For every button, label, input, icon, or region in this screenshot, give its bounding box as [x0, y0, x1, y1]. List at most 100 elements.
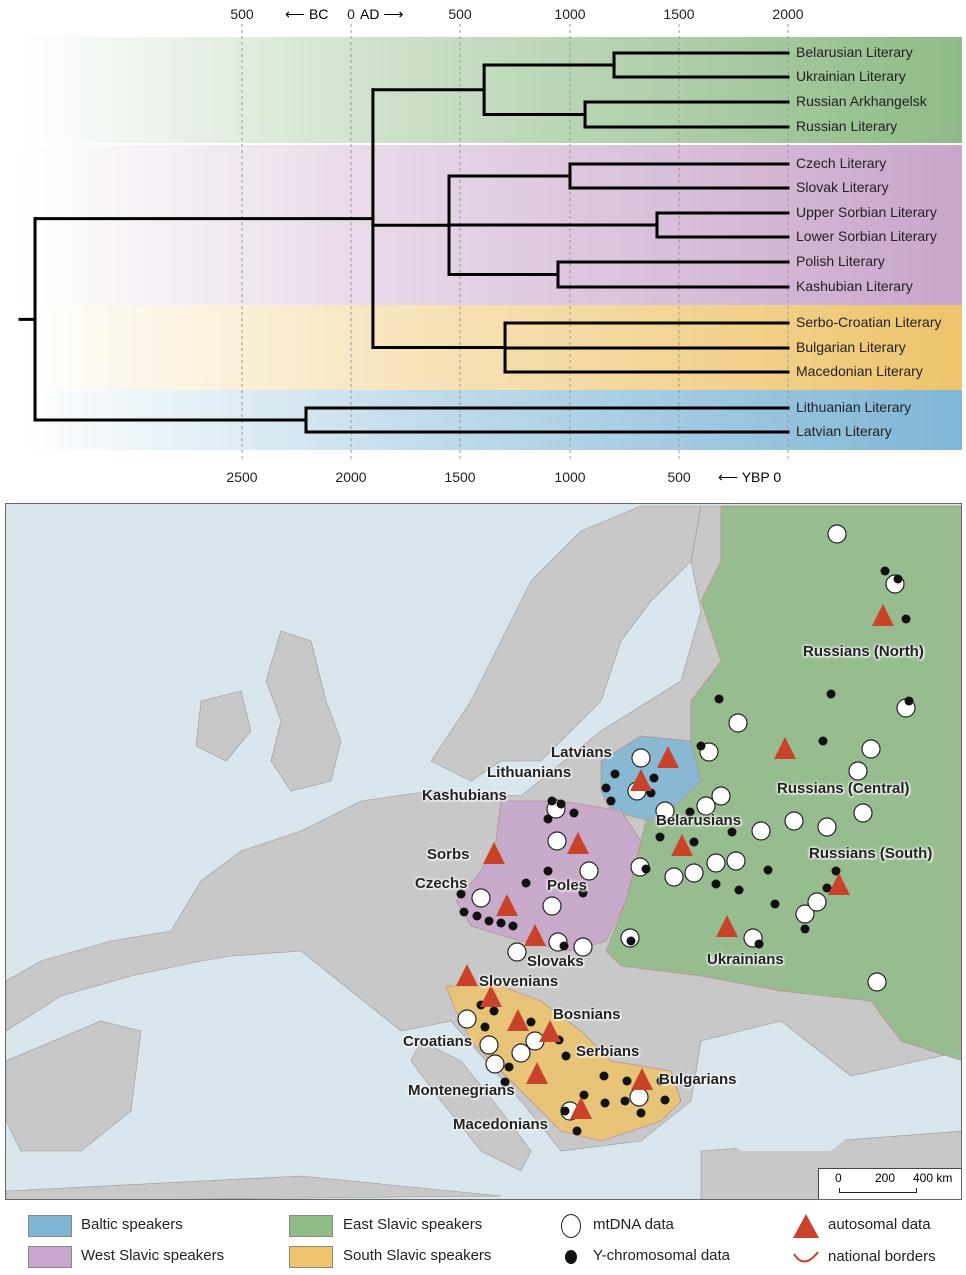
mtdna-marker — [827, 524, 847, 544]
y-chrom-marker — [626, 936, 636, 946]
population-label: Ukrainians — [707, 951, 784, 968]
population-label: Macedonians — [453, 1116, 549, 1133]
bc-label: ⟵ BC — [285, 6, 329, 22]
legend-mtdna: mtDNA data — [593, 1216, 674, 1233]
baltic-swatch — [28, 1215, 72, 1237]
mtdna-marker — [471, 888, 491, 908]
mtdna-marker — [853, 803, 873, 823]
y-chrom-marker — [685, 807, 695, 817]
top-tick: 1000 — [554, 6, 586, 22]
mtdna-circle-icon — [561, 1214, 581, 1238]
y-chrom-marker — [543, 814, 553, 824]
west-slavic-swatch — [28, 1246, 72, 1268]
autosomal-marker — [774, 737, 796, 759]
y-chrom-marker — [504, 1062, 514, 1072]
y-chrom-marker — [599, 1071, 609, 1081]
y-chrom-marker — [711, 879, 721, 889]
y-chrom-marker — [622, 1076, 632, 1086]
mtdna-marker — [664, 867, 684, 887]
mtdna-marker — [507, 942, 527, 962]
autosomal-marker — [657, 746, 679, 768]
y-chrom-marker — [770, 899, 780, 909]
mtdna-marker — [629, 1087, 649, 1107]
y-chrom-marker — [893, 574, 903, 584]
autosomal-marker — [524, 924, 546, 946]
y-chrom-marker — [641, 864, 651, 874]
population-label: Russians (Central) — [777, 780, 910, 797]
mtdna-marker — [542, 896, 562, 916]
ad-text: AD — [360, 6, 380, 22]
mtdna-marker — [684, 863, 704, 883]
y-chrom-marker — [578, 888, 588, 898]
population-label: Russians (South) — [809, 845, 933, 862]
leaf-label: Belarusian Literary — [796, 44, 913, 61]
scale-tick: 0 — [835, 1171, 842, 1185]
ybp-text: YBP — [741, 469, 770, 485]
autosomal-marker — [671, 834, 693, 856]
legend-borders: national borders — [828, 1248, 936, 1265]
legend-ychrom: Y-chromosomal data — [593, 1247, 731, 1264]
mtdna-marker — [751, 821, 771, 841]
y-chrom-marker — [456, 889, 466, 899]
autosomal-triangle-icon — [793, 1214, 819, 1238]
y-chrom-marker — [459, 907, 469, 917]
y-chrom-marker — [543, 866, 553, 876]
east-slavic-region — [605, 505, 961, 1061]
top-tick: 500 — [448, 6, 472, 22]
legend-west: West Slavic speakers — [81, 1247, 225, 1264]
mtdna-marker — [579, 861, 599, 881]
population-label: Serbians — [576, 1043, 640, 1060]
mtdna-marker — [795, 904, 815, 924]
mtdna-marker — [696, 796, 716, 816]
y-chrom-marker — [579, 1090, 589, 1100]
population-label: Russians (North) — [803, 643, 924, 660]
population-label: Lithuanians — [487, 764, 572, 781]
legend-autosomal: autosomal data — [828, 1216, 931, 1233]
leaf-label: Polish Literary — [796, 253, 885, 270]
mtdna-marker — [867, 972, 887, 992]
y-chrom-marker — [656, 1076, 666, 1086]
leaf-label: Serbo-Croatian Literary — [796, 314, 942, 331]
y-chrom-marker — [880, 566, 890, 576]
scale-bar: 0 200 400 km — [818, 1168, 961, 1199]
mtdna-marker — [728, 713, 748, 733]
y-chrom-marker — [559, 941, 569, 951]
y-chrom-marker — [569, 808, 579, 818]
y-chrom-marker — [601, 783, 611, 793]
y-chrom-marker — [734, 885, 744, 895]
bottom-tick: 1000 — [554, 469, 586, 485]
population-label: Croatians — [403, 1033, 473, 1050]
legend-east: East Slavic speakers — [343, 1216, 483, 1233]
y-chrom-marker — [600, 1098, 610, 1108]
mtdna-marker — [817, 817, 837, 837]
y-chrom-marker — [560, 1106, 570, 1116]
bc-text: BC — [308, 6, 329, 22]
y-chrom-marker — [818, 736, 828, 746]
y-chrom-marker — [526, 1017, 536, 1027]
population-label: Kashubians — [422, 787, 508, 804]
y-chrom-marker — [472, 911, 482, 921]
y-chrom-marker — [547, 796, 557, 806]
y-chrom-marker — [754, 939, 764, 949]
east-slavic-band — [18, 37, 962, 143]
scale-tick: 400 km — [913, 1171, 953, 1185]
mtdna-marker — [784, 811, 804, 831]
y-chrom-marker — [508, 921, 518, 931]
y-chrom-marker — [610, 769, 620, 779]
y-chrom-marker — [901, 614, 911, 624]
leaf-label: Russian Arkhangelsk — [796, 93, 927, 110]
east-slavic-swatch — [289, 1215, 333, 1237]
south-slavic-swatch — [289, 1246, 333, 1268]
population-label: Latvians — [551, 744, 612, 761]
y-chrom-dot-icon — [565, 1250, 577, 1264]
leaf-label: Upper Sorbian Literary — [796, 204, 937, 221]
y-chrom-marker — [521, 878, 531, 888]
leaf-label: Lower Sorbian Literary — [796, 228, 937, 245]
top-tick: 500 — [230, 6, 254, 22]
y-chrom-marker — [649, 773, 659, 783]
y-chrom-marker — [800, 924, 810, 934]
leaf-label: Slovak Literary — [796, 179, 889, 196]
top-tick: 1500 — [663, 6, 695, 22]
y-chrom-marker — [763, 865, 773, 875]
leaf-label: Macedonian Literary — [796, 363, 923, 380]
